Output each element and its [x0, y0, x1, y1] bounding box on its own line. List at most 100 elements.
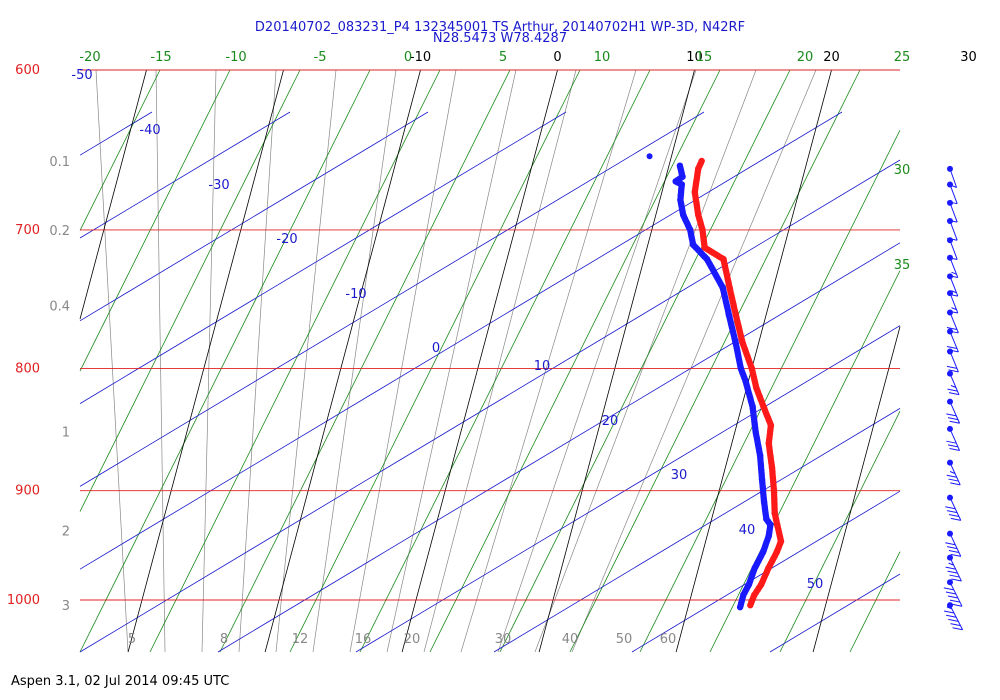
moist-adiabat-line [849, 551, 901, 653]
wind-barb-flag [952, 627, 963, 631]
moist-adiabat-label: 15 [696, 50, 713, 65]
wind-barb-staff [949, 240, 958, 260]
wind-barb-flag [945, 591, 956, 595]
wind-barb-flag [945, 542, 956, 546]
wind-barb [947, 254, 959, 279]
wind-barb-flag [949, 574, 960, 578]
isotherm-label: 10 [686, 50, 703, 65]
mixing-ratio-label: 0.2 [49, 224, 70, 239]
dry-adiabat-line [79, 111, 705, 487]
wind-barb-flag [950, 517, 961, 521]
dry-adiabat-label: 0 [432, 341, 440, 356]
moist-adiabat-label: -5 [314, 50, 327, 65]
dry-adiabat-line [79, 111, 153, 156]
wind-barb-flag [945, 566, 956, 570]
wind-barb-staff [949, 312, 959, 334]
mixing-ratio-label: 40 [562, 632, 579, 647]
dry-adiabat-label: -50 [71, 68, 92, 83]
wind-barb-flag [943, 587, 954, 591]
dry-adiabat-label: 50 [807, 577, 824, 592]
dry-adiabat-label: -20 [276, 232, 297, 247]
isotherm-line [264, 69, 421, 653]
dry-adiabat-line [493, 408, 901, 653]
wind-barb-flag [947, 444, 959, 448]
mixing-ratio-label: 30 [495, 632, 512, 647]
isotherm-label: 0 [553, 50, 561, 65]
mixing-ratio-line [386, 69, 517, 653]
wind-barb-flag [947, 546, 958, 550]
mixing-ratio-label: 8 [220, 632, 228, 647]
dry-adiabat-label: 10 [534, 359, 551, 374]
moist-adiabat-line [499, 69, 791, 653]
mixing-ratio-label: 5 [128, 632, 136, 647]
dry-adiabat-label: -40 [139, 123, 160, 138]
mixing-ratio-label: 50 [616, 632, 633, 647]
dry-adiabat-label: 20 [602, 414, 619, 429]
wind-barb [945, 554, 962, 582]
wind-barb-staff [949, 462, 961, 486]
wind-barb-staff [949, 428, 961, 451]
moist-adiabat-line [79, 69, 231, 372]
wind-barb-flag [948, 618, 959, 622]
mixing-ratio-line [155, 69, 166, 653]
grid-lines [79, 69, 901, 653]
mixing-ratio-line [349, 69, 457, 653]
wind-barb [947, 165, 958, 188]
moist-adiabat-line [79, 69, 371, 653]
mixing-ratio-label: 20 [404, 632, 421, 647]
mixing-ratio-line [423, 69, 577, 653]
dry-adiabat-line [217, 242, 901, 653]
mixing-ratio-label: 0.4 [49, 300, 70, 315]
mixing-ratio-label: 60 [660, 632, 677, 647]
dewpoint-trace [672, 162, 774, 611]
mixing-ratio-line [275, 69, 337, 653]
isotherm-line [812, 326, 901, 653]
moist-adiabat-label: 35 [894, 258, 911, 273]
wind-barb-flag [951, 290, 957, 294]
mixing-ratio-label: 16 [355, 632, 372, 647]
isotherm-line [401, 69, 558, 653]
wind-barb [946, 459, 961, 486]
wind-barb-flag [948, 514, 960, 517]
wind-barb-staff [949, 331, 959, 353]
wind-barb [947, 237, 958, 260]
mixing-ratio-line [497, 69, 697, 653]
wind-barb [946, 398, 961, 424]
moist-adiabat-label: -10 [225, 50, 246, 65]
wind-barb-staff [949, 202, 958, 223]
wind-barb-flag [951, 271, 957, 275]
dry-adiabat-line [79, 111, 429, 322]
wind-barb [947, 273, 959, 297]
wind-barb-flag [951, 307, 957, 311]
dewpoint-outlier-point [646, 153, 653, 160]
moist-adiabat-label: 10 [594, 50, 611, 65]
grid-labels: 6007008009001000-1001020304050-20-15-10-… [7, 50, 977, 647]
moist-adiabat-line [79, 69, 161, 231]
moist-adiabat-label: 5 [499, 50, 507, 65]
wind-barb-staff [949, 276, 959, 297]
isotherm-label: 30 [960, 50, 977, 65]
chart-title: D20140702_083231_P4 132345001 TS Arthur,… [254, 20, 746, 35]
mixing-ratio-line [534, 69, 757, 653]
dry-adiabat-line [769, 573, 901, 653]
wind-barb-staff [949, 401, 961, 424]
wind-barb-staff [949, 581, 963, 607]
isobar-label: 600 [15, 63, 40, 78]
wind-barb-flag [947, 570, 958, 574]
mixing-ratio-line [201, 69, 217, 653]
wind-barb-flag [946, 345, 958, 349]
wind-barb [947, 370, 960, 396]
dewpoint-trace-point [676, 162, 684, 169]
wind-barb-flag [946, 413, 957, 417]
wind-barb-flag [948, 562, 954, 566]
mixing-ratio-line [312, 69, 397, 653]
moist-adiabat-label: 0 [404, 50, 412, 65]
dry-adiabat-label: 30 [671, 468, 688, 483]
dry-adiabat-line [79, 111, 567, 404]
isotherm-line [127, 69, 284, 653]
isotherm-label: -10 [410, 50, 431, 65]
wind-barb-flag [949, 420, 960, 424]
wind-barb-staff [949, 184, 958, 204]
wind-barb-flag [947, 388, 958, 392]
